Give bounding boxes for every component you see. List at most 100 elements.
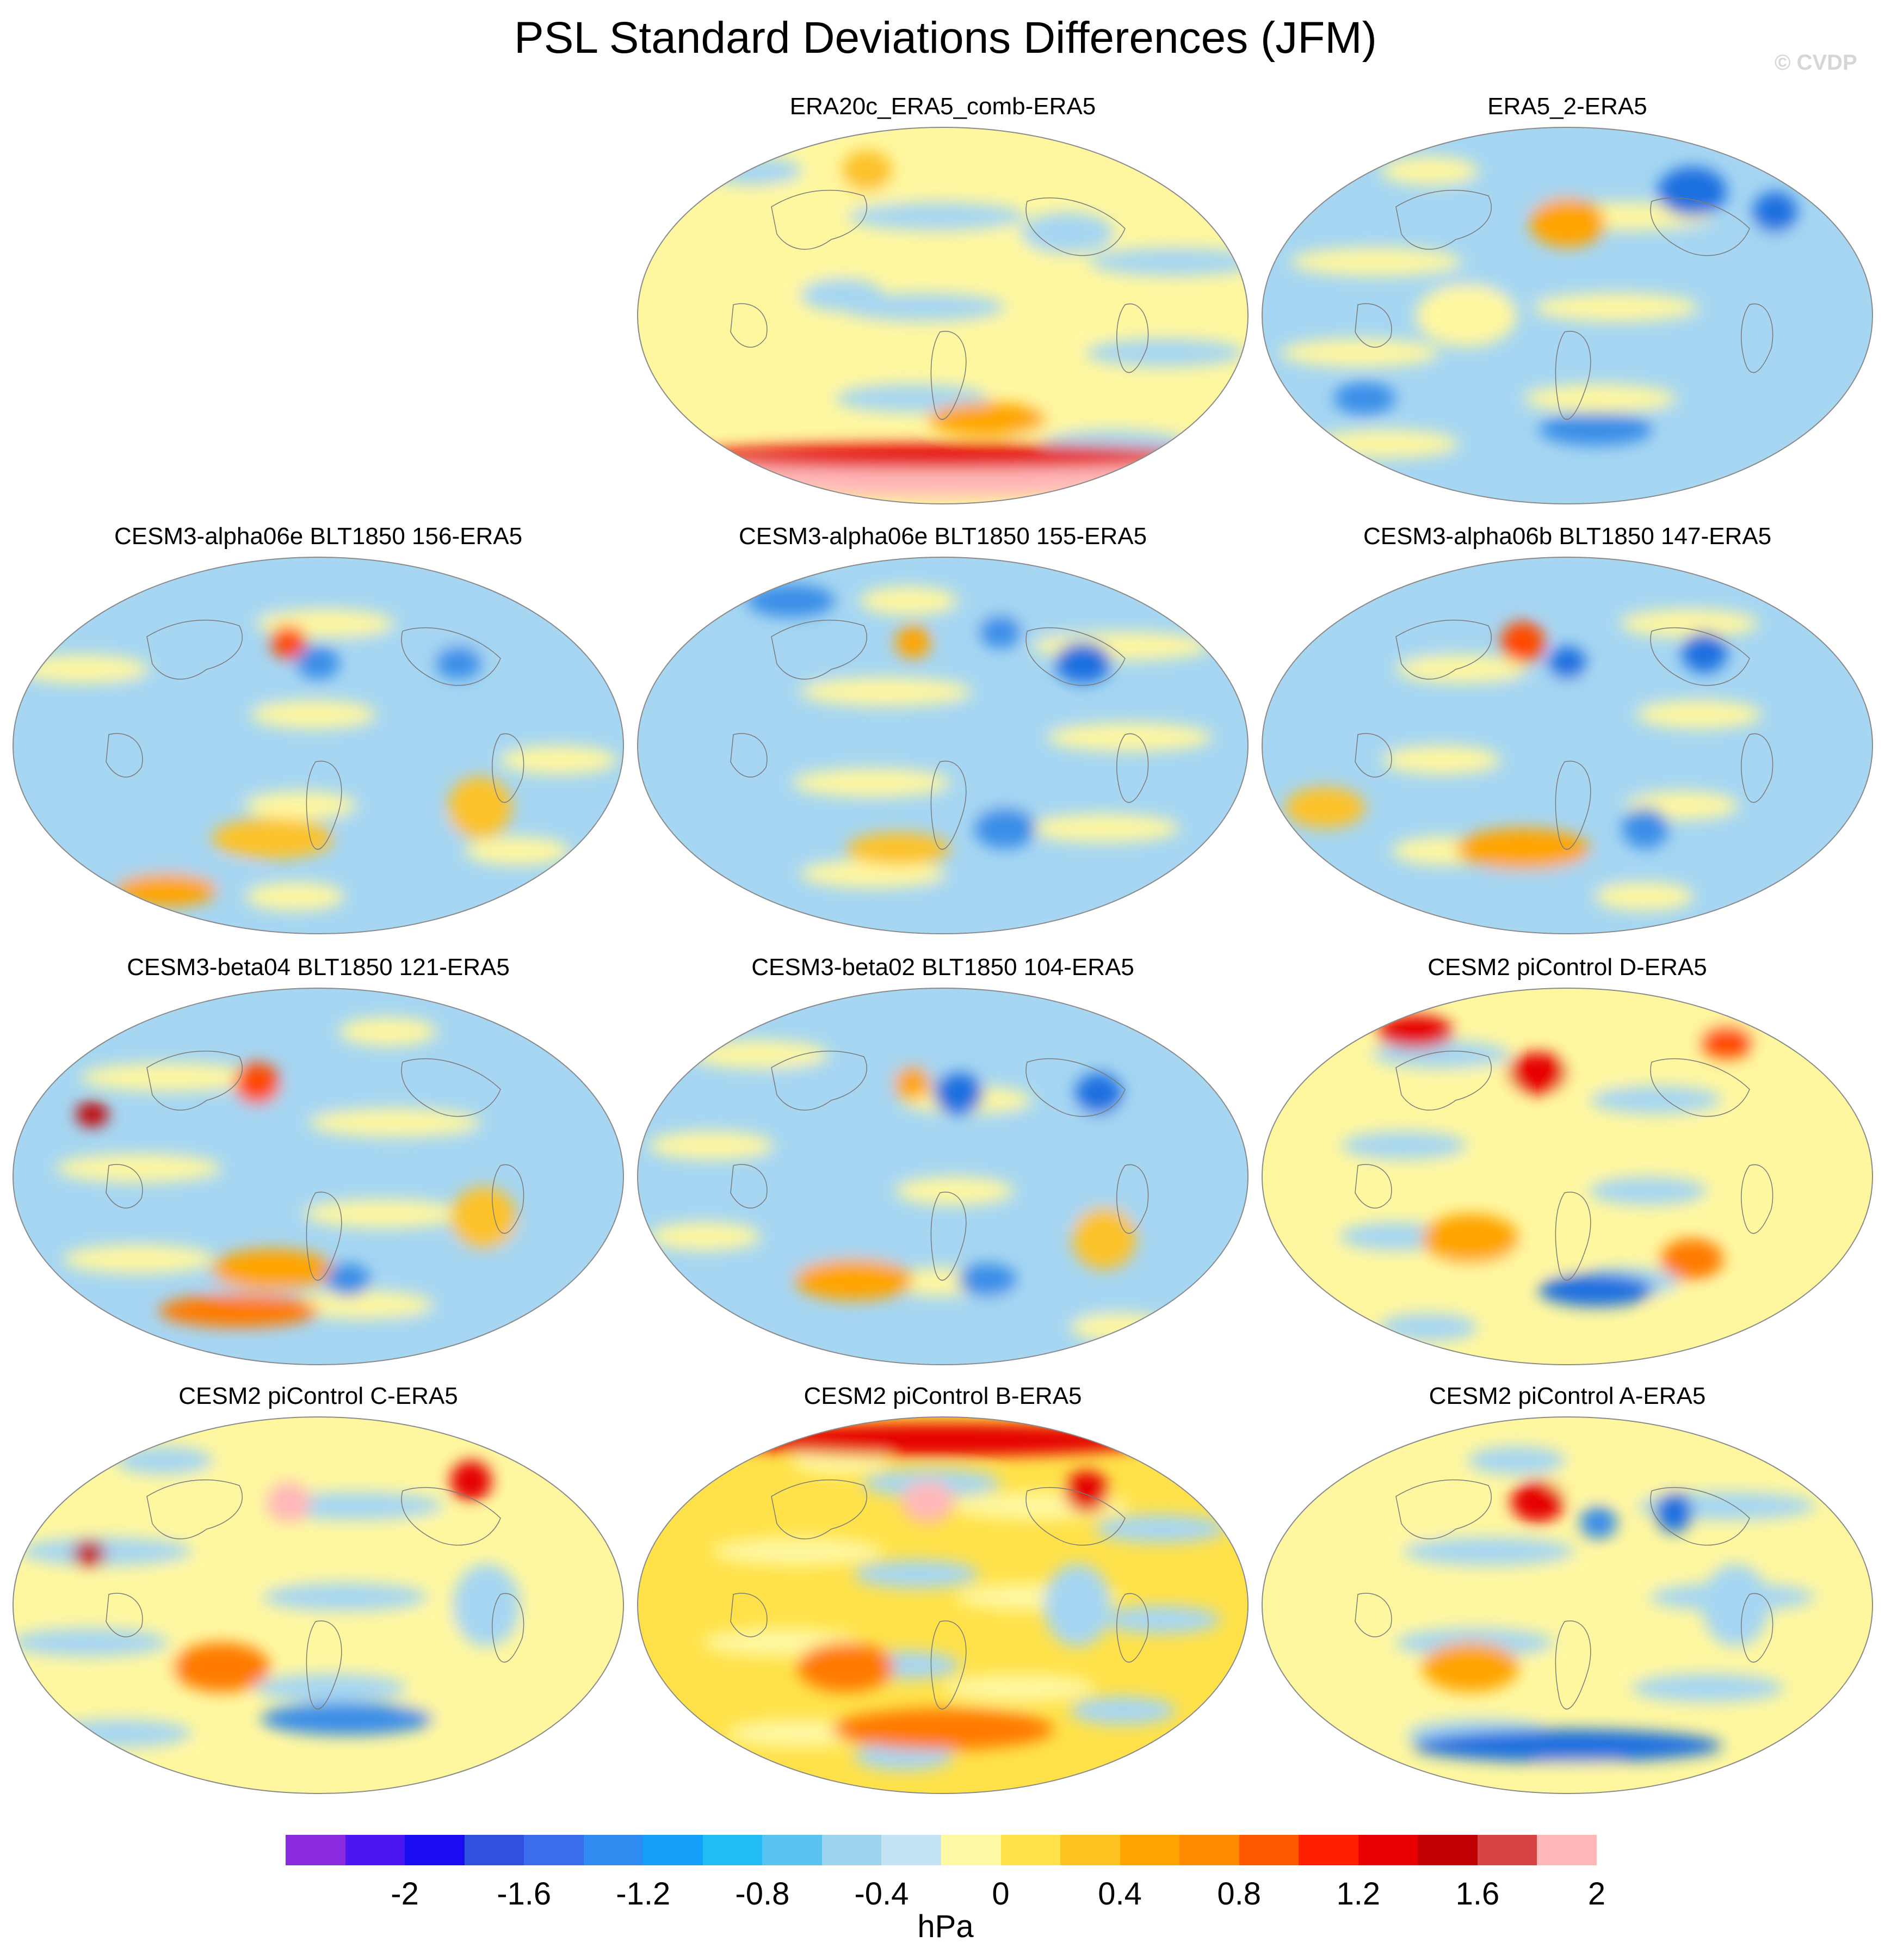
coastline	[146, 619, 243, 680]
anomaly-blob	[746, 584, 836, 618]
coastline	[1741, 303, 1773, 373]
anomaly-blob	[116, 873, 218, 907]
colorbar-swatch	[1477, 1835, 1537, 1865]
colorbar-swatch	[1418, 1835, 1478, 1865]
coastline	[930, 330, 967, 420]
coastline	[1116, 733, 1149, 803]
anomaly-blob	[846, 832, 950, 866]
world-map	[637, 127, 1249, 504]
field-patch	[1089, 248, 1248, 276]
coastline	[730, 1593, 768, 1637]
map-panel: ERA20c_ERA5_comb-ERA5	[635, 93, 1250, 517]
field-patch	[1444, 452, 1544, 481]
panel-title: ERA20c_ERA5_comb-ERA5	[789, 93, 1096, 120]
field-patch	[115, 1446, 213, 1475]
map-panel: CESM3-beta02 BLT1850 104-ERA5	[635, 953, 1250, 1378]
field-patch	[1047, 723, 1213, 751]
anomaly-blob	[1422, 1213, 1519, 1263]
coastline	[1355, 733, 1392, 778]
field-patch	[1688, 1199, 1847, 1228]
field-patch	[309, 1108, 481, 1137]
map-panel: CESM3-alpha06b BLT1850 147-ERA5	[1260, 522, 1875, 947]
field-patch	[455, 1131, 581, 1160]
coastline	[1741, 1164, 1773, 1234]
map-panel: CESM2 piControl D-ERA5	[1260, 953, 1875, 1378]
colorbar-units: hPa	[917, 1909, 974, 1944]
world-map	[1262, 127, 1873, 504]
field-patch	[835, 384, 988, 412]
anomaly-blob	[1700, 1025, 1754, 1059]
field-patch	[1341, 1131, 1467, 1160]
map-border	[1262, 1416, 1873, 1794]
anomaly-blob	[1377, 1015, 1454, 1049]
coastline	[930, 1191, 967, 1281]
map-panel: ERA5_2-ERA5	[1260, 93, 1875, 517]
anomaly-blob	[974, 808, 1036, 849]
anomaly-blob	[894, 1067, 931, 1100]
field-patch	[55, 1154, 221, 1182]
field-patch	[303, 1199, 462, 1228]
field-patch	[1395, 655, 1528, 683]
anomaly-blob	[172, 1642, 270, 1692]
anomaly-blob	[296, 646, 341, 680]
field-patch	[20, 1537, 192, 1566]
field-patch	[1636, 700, 1762, 729]
coastline	[1116, 303, 1149, 373]
field-patch	[1311, 1514, 1443, 1543]
field-patch	[1653, 406, 1759, 435]
coastline	[1555, 330, 1591, 420]
world-map	[13, 988, 624, 1365]
field-patch	[287, 1290, 434, 1319]
field-patch	[1380, 157, 1479, 185]
map-border	[637, 988, 1249, 1365]
anomaly-blob	[957, 1263, 1017, 1297]
coastline	[1650, 1487, 1750, 1546]
coastline	[106, 1164, 143, 1209]
anomaly-blob	[1548, 646, 1586, 680]
field-patch	[17, 655, 149, 683]
anomaly-blob	[211, 818, 334, 859]
anomaly-blob	[1075, 1073, 1122, 1114]
field-patch	[1538, 1651, 1651, 1680]
anomaly-blob	[453, 1564, 521, 1647]
panel-title: CESM2 piControl C-ERA5	[178, 1383, 458, 1409]
colorbar-tick-label: -1.6	[497, 1876, 552, 1912]
field-patch	[1000, 1108, 1173, 1137]
field-patch	[262, 1582, 428, 1611]
field-patch	[428, 1040, 567, 1069]
anomaly-blob	[800, 278, 885, 312]
field-patch	[1491, 677, 1664, 706]
coastline	[146, 1479, 243, 1539]
page-title: PSL Standard Deviations Differences (JFM…	[514, 13, 1377, 63]
colorbar-tick-label: 2	[1587, 1876, 1606, 1912]
anomaly-blob	[1284, 787, 1365, 828]
coastline	[1395, 1479, 1492, 1539]
field-patch	[895, 1176, 1014, 1205]
field-patch	[711, 1537, 883, 1566]
coastline	[1555, 1191, 1591, 1281]
panel-title: CESM2 piControl B-ERA5	[804, 1383, 1082, 1409]
anomaly-blob	[895, 625, 931, 659]
coastline	[730, 303, 768, 348]
anomaly-blob	[901, 1481, 955, 1523]
map-border	[637, 557, 1249, 934]
world-map	[1262, 1416, 1873, 1794]
field-patch	[1402, 1537, 1575, 1566]
map-border	[1262, 988, 1873, 1365]
anomaly-blob	[933, 1073, 984, 1114]
anomaly-blob	[450, 1187, 517, 1249]
colorbar-swatch	[1299, 1835, 1358, 1865]
colorbar-swatch	[405, 1835, 465, 1865]
panel-title: ERA5_2-ERA5	[1487, 93, 1647, 120]
coastline	[930, 760, 967, 850]
field-patch	[1546, 1560, 1672, 1588]
field-patch	[847, 202, 1026, 231]
field-patch	[1312, 1696, 1418, 1725]
coastline	[1355, 1164, 1392, 1209]
map-panel: CESM2 piControl C-ERA5	[11, 1382, 626, 1807]
field-patch	[1631, 1674, 1784, 1702]
coastline	[1395, 1050, 1492, 1111]
anomaly-blob	[1507, 1052, 1567, 1094]
watermark: © CVDP	[1775, 51, 1857, 75]
field-patch	[160, 1560, 286, 1588]
